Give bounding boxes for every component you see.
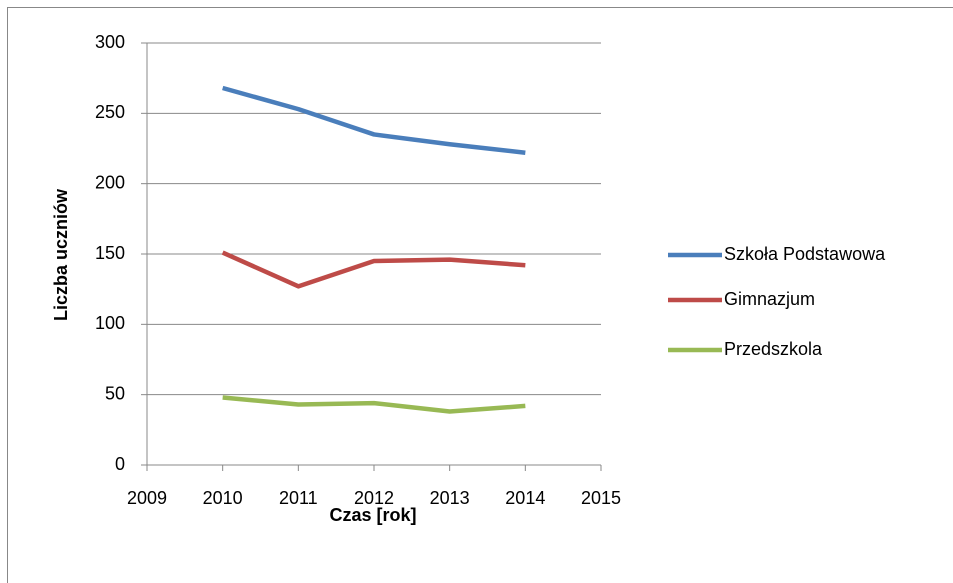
legend-label: Przedszkola	[724, 339, 823, 359]
series-line	[222, 85, 526, 155]
y-tick-label: 150	[95, 243, 125, 263]
y-tick-label: 50	[105, 383, 125, 403]
y-tick-label: 250	[95, 102, 125, 122]
x-axis-label: Czas [rok]	[329, 505, 416, 525]
x-tick-label: 2011	[279, 488, 318, 508]
x-tick-label: 2009	[127, 488, 167, 508]
y-tick-label: 0	[115, 454, 125, 474]
x-tick-label: 2012	[354, 488, 394, 508]
x-tick-label: 2015	[581, 488, 621, 508]
legend-label: Gimnazjum	[724, 289, 815, 309]
chart-frame	[7, 7, 953, 583]
y-tick-label: 100	[95, 313, 125, 333]
x-tick-label: 2013	[430, 488, 470, 508]
series-line	[221, 250, 526, 289]
x-tick-label: 2014	[505, 488, 545, 508]
legend-label: Szkoła Podstawowa	[724, 244, 886, 264]
y-tick-label: 300	[95, 32, 125, 52]
y-tick-label: 200	[95, 172, 125, 192]
series-line	[222, 395, 526, 414]
x-tick-label: 2010	[203, 488, 243, 508]
y-axis-label: Liczba uczniów	[51, 188, 71, 321]
